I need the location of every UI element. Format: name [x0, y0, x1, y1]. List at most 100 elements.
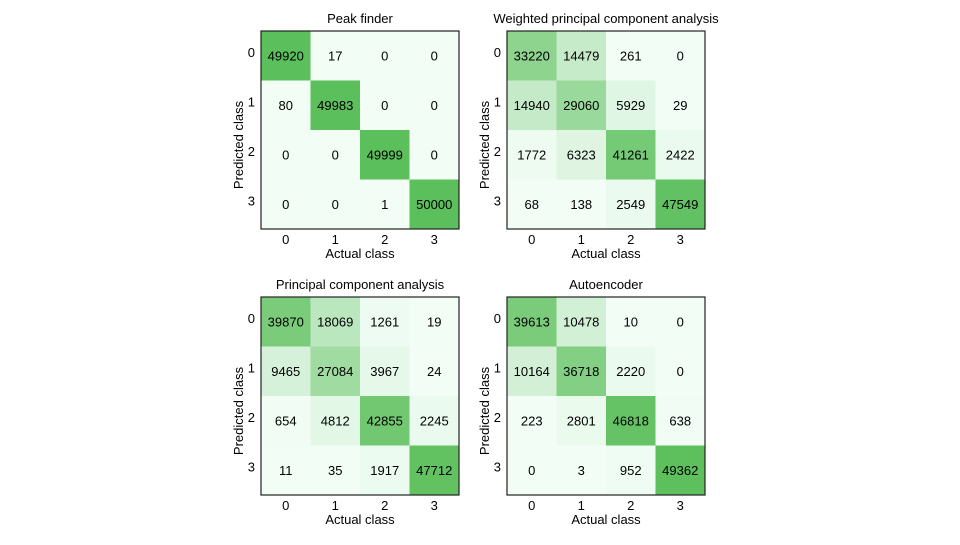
cell-value-label: 3: [578, 463, 585, 478]
chart-title: Principal component analysis: [276, 277, 445, 292]
x-tick-label: 3: [431, 232, 438, 247]
cell-value-label: 1917: [370, 463, 399, 478]
y-tick-label: 3: [494, 193, 501, 208]
heatmap-cell: [606, 297, 656, 347]
x-tick-label: 2: [381, 232, 388, 247]
heatmap-cell: [655, 297, 706, 347]
x-tick-label: 0: [282, 498, 289, 513]
heatmap-cell: [261, 130, 311, 180]
heatmap-cell: [556, 179, 607, 230]
heatmap-cell: [310, 179, 361, 230]
cell-value-label: 4812: [321, 413, 350, 428]
heatmap-cell: [261, 179, 311, 230]
heatmap-cell: [556, 445, 607, 496]
cell-value-label: 10: [624, 314, 638, 329]
cell-value-label: 952: [620, 463, 642, 478]
cell-value-label: 5929: [616, 98, 645, 113]
cell-value-label: 49920: [268, 48, 304, 63]
y-axis-label: Predicted class: [231, 100, 246, 189]
x-tick-label: 3: [431, 498, 438, 513]
cell-value-label: 27084: [317, 364, 353, 379]
cell-value-label: 49362: [662, 463, 698, 478]
cell-value-label: 18069: [317, 314, 353, 329]
cell-value-label: 0: [282, 197, 289, 212]
y-tick-label: 3: [494, 459, 501, 474]
y-tick-label: 1: [494, 360, 501, 375]
cell-value-label: 6323: [567, 147, 596, 162]
heatmap-cell: [261, 31, 311, 81]
cell-value-label: 80: [279, 98, 293, 113]
cell-value-label: 42855: [367, 413, 403, 428]
y-tick-label: 1: [248, 94, 255, 109]
cell-value-label: 2245: [420, 413, 449, 428]
plot-frame: [260, 30, 460, 230]
cell-value-label: 14479: [563, 48, 599, 63]
cell-value-label: 0: [332, 197, 339, 212]
cell-value-label: 638: [669, 413, 691, 428]
cell-value-label: 35: [328, 463, 342, 478]
cell-value-label: 33220: [514, 48, 550, 63]
heatmap-cell: [655, 179, 706, 230]
x-tick-label: 1: [578, 498, 585, 513]
heatmap-cell: [360, 297, 410, 347]
heatmap-cell: [310, 31, 361, 81]
cell-value-label: 24: [427, 364, 441, 379]
y-tick-label: 0: [248, 311, 255, 326]
heatmap-cell: [556, 31, 607, 81]
x-axis-label: Actual class: [325, 512, 395, 527]
heatmap-cell: [261, 297, 311, 347]
cell-value-label: 654: [275, 413, 297, 428]
y-tick-label: 2: [494, 410, 501, 425]
heatmap-cell: [409, 346, 460, 397]
cell-value-label: 9465: [271, 364, 300, 379]
cell-value-label: 10478: [563, 314, 599, 329]
heatmap-cell: [556, 130, 607, 180]
heatmap-cell: [606, 346, 656, 397]
x-tick-label: 0: [528, 498, 535, 513]
x-tick-label: 3: [677, 498, 684, 513]
cell-value-label: 3967: [370, 364, 399, 379]
heatmap-cell: [507, 130, 557, 180]
cell-value-label: 29060: [563, 98, 599, 113]
heatmap-cell: [606, 179, 656, 230]
cell-value-label: 0: [282, 147, 289, 162]
heatmap-cell: [360, 179, 410, 230]
x-axis-label: Actual class: [571, 246, 641, 261]
x-tick-label: 1: [332, 232, 339, 247]
heatmap-cell: [310, 130, 361, 180]
heatmap-cell: [360, 346, 410, 397]
y-tick-label: 0: [494, 311, 501, 326]
chart-title: Autoencoder: [569, 277, 643, 292]
heatmap-cell: [507, 396, 557, 446]
y-tick-label: 2: [248, 144, 255, 159]
heatmap-cell: [606, 445, 656, 496]
heatmap-cell: [655, 31, 706, 81]
x-tick-label: 3: [677, 232, 684, 247]
cell-value-label: 14940: [514, 98, 550, 113]
cell-value-label: 0: [677, 314, 684, 329]
cell-value-label: 47712: [416, 463, 452, 478]
heatmap-cell: [409, 297, 460, 347]
cell-value-label: 49999: [367, 147, 403, 162]
heatmap-cell: [507, 31, 557, 81]
y-tick-label: 2: [248, 410, 255, 425]
x-tick-label: 2: [627, 232, 634, 247]
x-axis-label: Actual class: [571, 512, 641, 527]
cell-value-label: 0: [677, 364, 684, 379]
heatmap-cell: [556, 80, 607, 131]
heatmap-cell: [310, 346, 361, 397]
heatmap-cell: [360, 396, 410, 446]
heatmap-cell: [409, 445, 460, 496]
heatmap-cell: [409, 396, 460, 446]
cell-value-label: 29: [673, 98, 687, 113]
heatmap-cell: [556, 396, 607, 446]
heatmap-cell: [606, 130, 656, 180]
cell-value-label: 0: [431, 48, 438, 63]
y-axis-label: Predicted class: [477, 366, 492, 455]
cell-value-label: 39870: [268, 314, 304, 329]
heatmap-cell: [556, 346, 607, 397]
cell-value-label: 0: [431, 98, 438, 113]
heatmap-cell: [360, 80, 410, 131]
cell-value-label: 1261: [370, 314, 399, 329]
heatmap-cell: [310, 396, 361, 446]
